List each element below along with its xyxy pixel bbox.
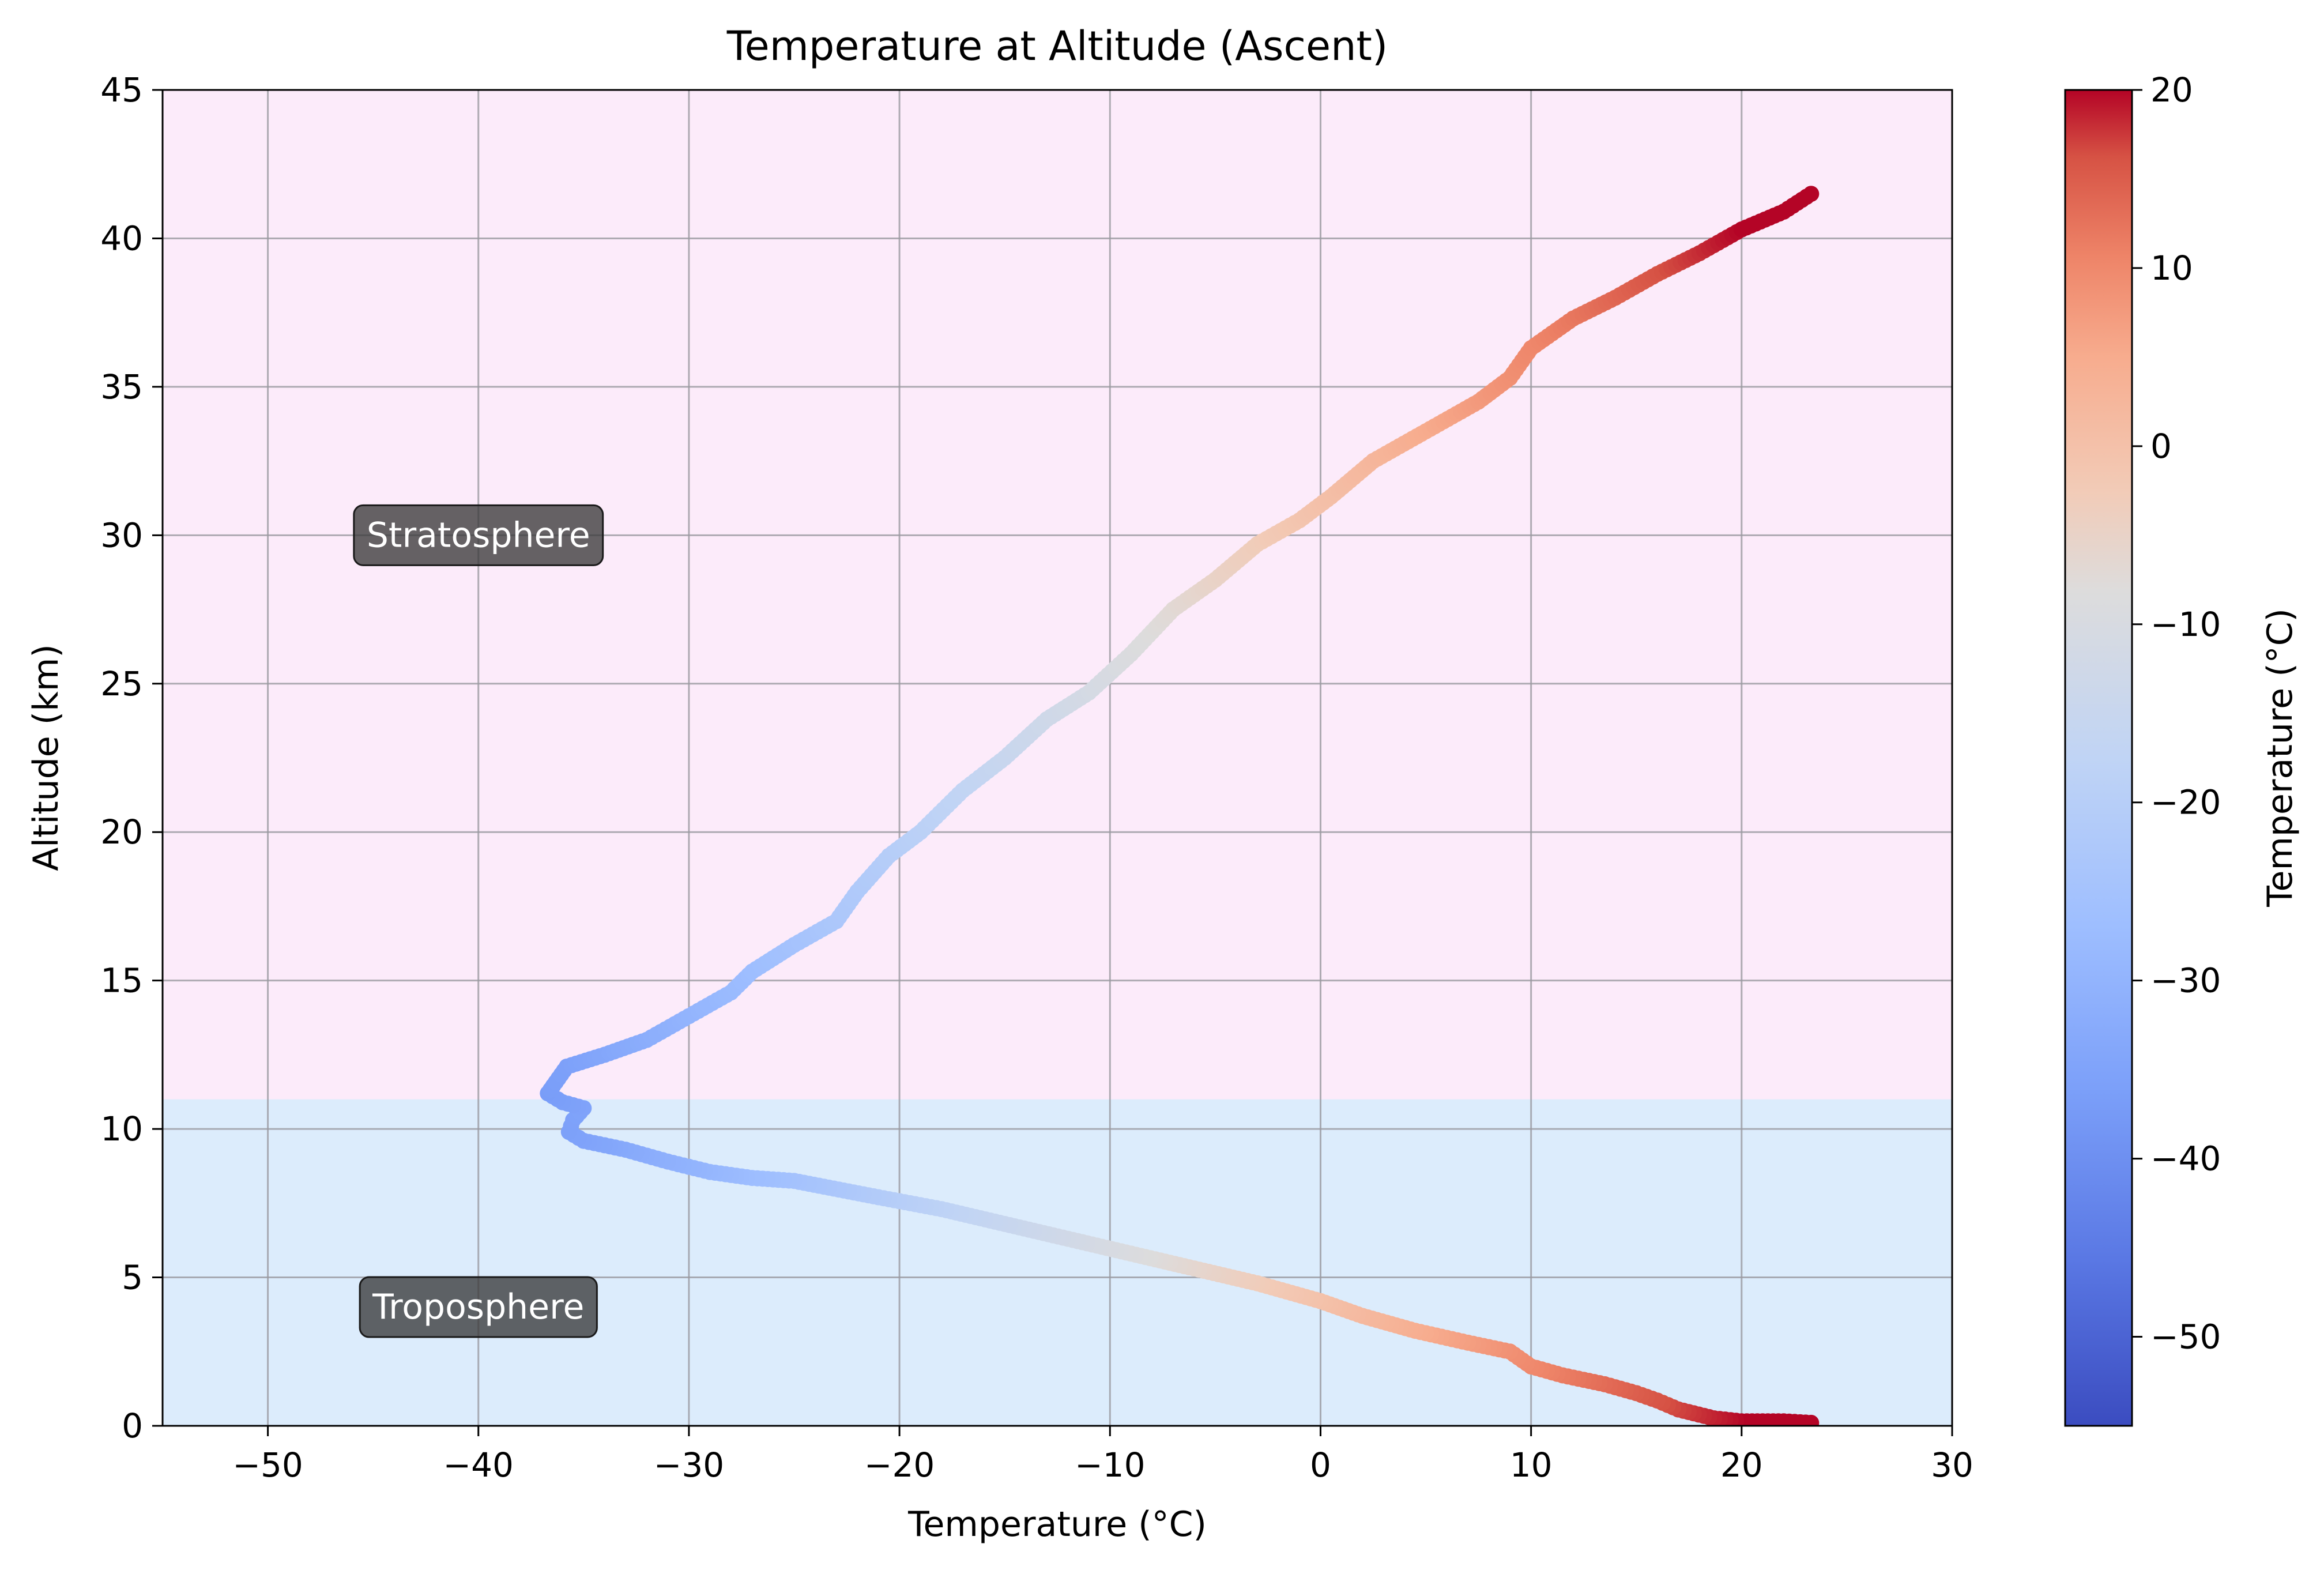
- colorbar-tick-label: 20: [2150, 70, 2193, 110]
- x-tick-label: 0: [1310, 1445, 1331, 1485]
- region-label-box: [353, 504, 604, 566]
- colorbar-tick-label: 10: [2150, 248, 2193, 288]
- colorbar-tick-label: −20: [2150, 783, 2221, 822]
- region-labels-layer: Troposphere Stratosphere: [353, 504, 604, 1338]
- x-tick-label: −30: [654, 1445, 724, 1485]
- y-axis-label: Altitude (km): [26, 644, 66, 871]
- x-axis-label: Temperature (°C): [907, 1504, 1207, 1545]
- x-tick-label: −10: [1075, 1445, 1145, 1485]
- x-tick-label: −20: [864, 1445, 935, 1485]
- region-label-troposphere: Troposphere: [359, 1276, 598, 1338]
- colorbar-ticks: 20 10 0 −10 −20 −30 −40 −50: [2132, 70, 2221, 1357]
- colorbar: [2064, 89, 2133, 1427]
- region-label-text: Stratosphere: [367, 515, 590, 555]
- colorbar-label: Temperature (°C): [2260, 608, 2300, 908]
- colorbar-tick-label: −30: [2150, 961, 2221, 1000]
- y-tick-label: 25: [100, 664, 143, 703]
- y-tick-label: 0: [122, 1406, 143, 1445]
- x-tick-label: 20: [1720, 1445, 1763, 1485]
- region-label-box: [359, 1276, 598, 1338]
- y-tick-label: 45: [100, 70, 143, 110]
- colorbar-tick-label: −50: [2150, 1317, 2221, 1357]
- colorbar-tick-label: −40: [2150, 1139, 2221, 1178]
- colorbar-tick-label: −10: [2150, 605, 2221, 644]
- y-tick-label: 10: [100, 1109, 143, 1149]
- region-troposphere: [163, 1099, 1952, 1426]
- regions-layer: [163, 90, 1952, 1426]
- x-tick-label: 10: [1510, 1445, 1553, 1485]
- data-point: [1803, 186, 1820, 202]
- y-axis: 0 5 10 15 20 25 30 35 40 45: [100, 70, 163, 1445]
- region-label-text: Troposphere: [372, 1287, 584, 1327]
- points-layer: [540, 186, 1820, 1426]
- y-tick-label: 15: [100, 961, 143, 1000]
- y-tick-label: 20: [100, 812, 143, 852]
- x-tick-label: −50: [232, 1445, 303, 1485]
- x-tick-label: −40: [443, 1445, 514, 1485]
- colorbar-tick-label: 0: [2150, 427, 2172, 466]
- y-tick-label: 40: [100, 219, 143, 258]
- region-label-stratosphere: Stratosphere: [353, 504, 604, 566]
- y-tick-label: 35: [100, 367, 143, 406]
- y-tick-label: 5: [122, 1258, 143, 1297]
- region-stratosphere: [163, 90, 1952, 1099]
- x-axis: −50 −40 −30 −20 −10 0 10 20 30: [232, 1426, 1973, 1485]
- x-tick-label: 30: [1931, 1445, 1973, 1485]
- chart-title: Temperature at Altitude (Ascent): [726, 22, 1388, 70]
- plot-frame: [161, 89, 1953, 1427]
- y-tick-label: 30: [100, 515, 143, 555]
